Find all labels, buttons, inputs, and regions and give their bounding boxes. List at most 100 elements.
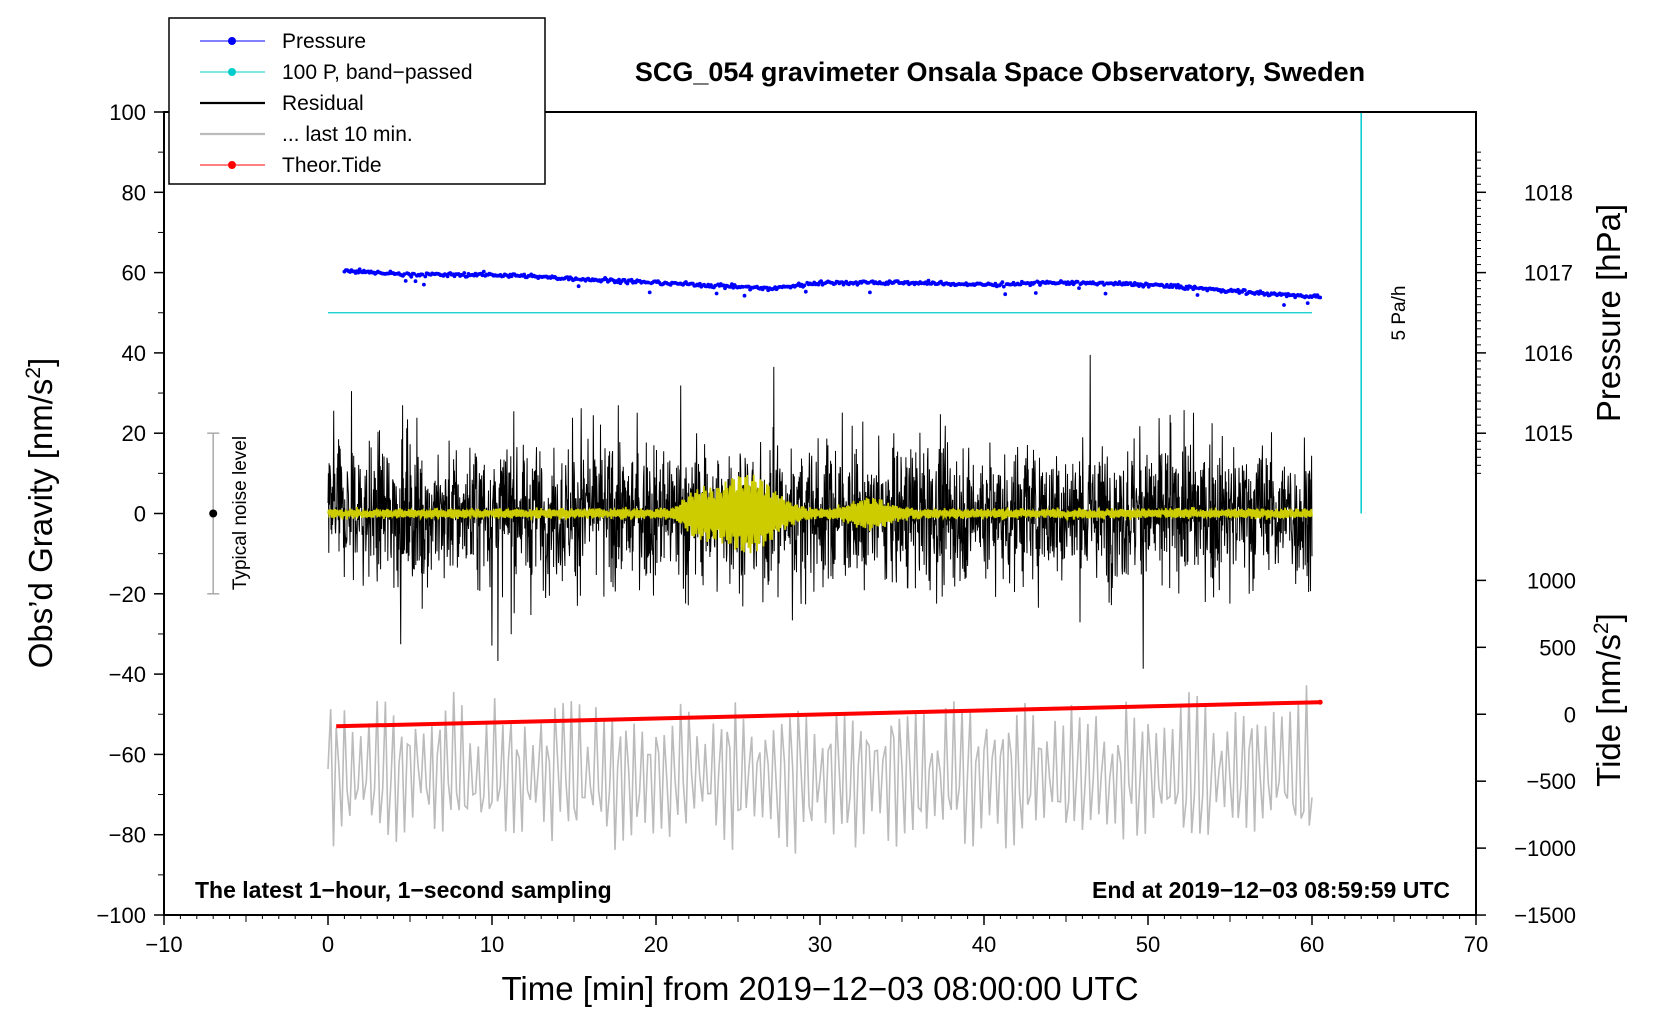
y-axis-title-tide-text: Tide [nm/s	[1590, 634, 1627, 787]
x-tick-label: −10	[145, 932, 182, 957]
tide-point	[1317, 699, 1323, 705]
pressure-point	[1194, 286, 1198, 290]
pressure-point	[803, 289, 808, 294]
x-tick-label: 30	[808, 932, 832, 957]
pressure-point	[625, 281, 630, 286]
annotation-end-time: End at 2019−12−03 08:59:59 UTC	[1092, 877, 1450, 903]
y-axis-title-gravity-end: ]	[22, 358, 59, 367]
y-axis-title-tide-sup: 2	[1590, 622, 1613, 634]
residual-smoothed-line	[327, 474, 1313, 554]
x-tick-label: 40	[972, 932, 996, 957]
y-tick-label: 60	[122, 261, 146, 286]
y-tick-label: 100	[109, 100, 146, 125]
pressure-point	[1185, 287, 1190, 291]
pressure-point	[1318, 295, 1323, 300]
y-tick-label: −80	[109, 823, 146, 848]
pressure-tick-label: 1016	[1524, 341, 1573, 366]
last-10-min-series	[327, 685, 1313, 854]
y-tick-label: −100	[96, 903, 146, 928]
pressure-point	[422, 282, 426, 287]
y-axis-title-tide-end: ]	[1590, 613, 1627, 622]
legend-box	[168, 17, 546, 185]
x-tick-label: 10	[480, 932, 504, 957]
noise-bar-center	[209, 509, 218, 518]
y-tick-label: 0	[134, 502, 146, 527]
x-tick-label: 60	[1300, 932, 1324, 957]
x-tick-label: 70	[1464, 932, 1488, 957]
pressure-point	[714, 291, 719, 296]
pressure-point	[1282, 303, 1286, 307]
tide-tick-label: 500	[1539, 635, 1576, 660]
tide-tick-label: 1000	[1527, 568, 1576, 593]
residual-smoothed-series	[327, 474, 1313, 554]
pressure-tick-label: 1018	[1524, 180, 1573, 205]
pressure-point	[698, 281, 702, 286]
annotation-sampling: The latest 1−hour, 1−second sampling	[195, 877, 612, 903]
pressure-point	[412, 272, 416, 276]
tide-line	[336, 700, 1321, 729]
residual-line	[327, 354, 1313, 669]
pressure-point	[576, 284, 581, 289]
legend-label: Pressure	[282, 30, 366, 53]
pressure-point	[742, 293, 747, 298]
pressure-point	[1000, 280, 1005, 285]
pressure-point	[1280, 292, 1285, 297]
pressure-point	[1033, 291, 1038, 295]
pressure-tick-label: 1017	[1524, 261, 1573, 286]
y-tick-label: 80	[122, 180, 146, 205]
last-10-min-line	[327, 685, 1313, 854]
legend-label: 100 P, band−passed	[282, 61, 473, 84]
pressure-point	[1102, 283, 1106, 287]
pressure-point	[423, 274, 428, 279]
pressure-point	[420, 272, 425, 277]
legend-label: ... last 10 min.	[282, 123, 413, 146]
pressure-point	[1077, 286, 1081, 290]
y-tick-label: 20	[122, 421, 146, 446]
noise-level-bar	[207, 432, 220, 595]
y-axis-title-pressure: Pressure [hPa]	[1590, 204, 1627, 422]
pressure-point	[741, 285, 745, 289]
pressure-point	[721, 283, 726, 288]
pressure-point	[1003, 292, 1008, 297]
pressure-point	[819, 279, 823, 284]
y-axis-pressure: 1015 1016 1017 1018	[1476, 151, 1573, 474]
y-axis-tide: −1500 −1000 −500 0 500 1000	[1476, 568, 1576, 928]
legend-marker	[228, 37, 236, 45]
x-axis: −10 0 10 20 30 40 50 60 70	[145, 915, 1488, 957]
x-tick-label: 0	[322, 932, 334, 957]
pressure-point	[1195, 293, 1200, 297]
y-axis-title-gravity: Obs’d Gravity [nm/s2]	[22, 358, 59, 669]
legend-marker	[228, 161, 236, 169]
pressure-point	[926, 278, 931, 283]
pressure-point	[647, 290, 652, 295]
pressure-point	[1176, 282, 1180, 287]
pressure-point	[1001, 284, 1006, 289]
x-axis-title: Time [min] from 2019−12−03 08:00:00 UTC	[501, 970, 1138, 1007]
y-tick-label: −40	[109, 662, 146, 687]
tide-tick-label: −1500	[1514, 903, 1576, 928]
y-axis-title-gravity-sup: 2	[22, 367, 45, 379]
noise-level-label: Typical noise level	[230, 436, 251, 590]
pressure-series	[342, 267, 1323, 307]
pressure-point	[575, 277, 580, 281]
tide-tick-label: 0	[1564, 702, 1576, 727]
pressure-point	[1243, 288, 1247, 292]
legend-marker	[228, 68, 236, 76]
y-axis-gravity: −100 −80 −60 −40 −20 0 20 40 60 80 100	[96, 100, 164, 928]
theoretical-tide-series	[336, 699, 1323, 729]
pressure-point	[409, 274, 414, 279]
chart-title: SCG_054 gravimeter Onsala Space Observat…	[635, 57, 1365, 87]
pressure-point	[629, 277, 634, 282]
legend: Pressure 100 P, band−passed Residual ... la…	[168, 17, 546, 185]
x-tick-label: 50	[1136, 932, 1160, 957]
pressure-point	[1103, 291, 1108, 296]
y-tick-label: −60	[109, 742, 146, 767]
pressure-point	[481, 269, 486, 274]
legend-label: Theor.Tide	[282, 154, 382, 177]
residual-series	[327, 354, 1313, 669]
legend-label: Residual	[282, 92, 364, 115]
pressure-point	[462, 271, 467, 275]
pressure-point	[1305, 301, 1310, 305]
y-tick-label: 40	[122, 341, 146, 366]
